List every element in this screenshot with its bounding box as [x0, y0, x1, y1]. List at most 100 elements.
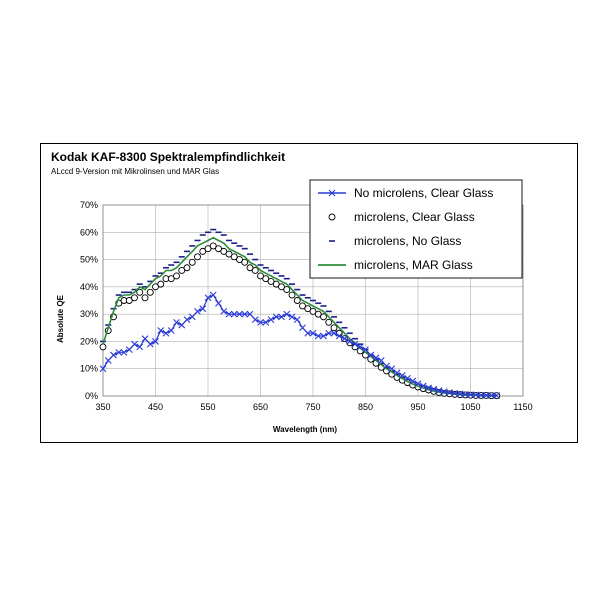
data-point-x-marker: [383, 362, 390, 370]
data-point-x-marker: [236, 310, 243, 318]
data-point-x-marker: [194, 308, 201, 315]
data-point-circle: [220, 247, 228, 255]
data-point-x-marker: [246, 310, 254, 318]
data-point-x-marker: [115, 348, 123, 356]
legend-entry-3: microlens, MAR Glass: [318, 258, 473, 272]
data-point-x-marker: [167, 327, 175, 334]
x-tick-label: 1050: [460, 402, 480, 412]
legend-label: microlens, MAR Glass: [354, 258, 473, 272]
chart-svg: Kodak KAF-8300 Spektralempfindlichkeit A…: [51, 150, 533, 434]
chart-subtitle: ALccd 9-Version mit Mikrolinsen und MAR …: [51, 167, 219, 176]
data-point-circle: [183, 264, 191, 272]
data-point-circle: [309, 307, 317, 315]
data-point-circle: [304, 305, 312, 313]
y-tick-label: 30%: [80, 309, 98, 319]
data-point-x-marker: [341, 335, 348, 343]
data-point-x-marker: [220, 308, 228, 315]
data-point-x-marker: [293, 316, 301, 323]
legend-box: [309, 179, 523, 279]
data-point-circle: [131, 294, 138, 302]
data-point-circle: [225, 250, 233, 258]
x-tick-label: 1150: [513, 402, 532, 412]
data-point-circle: [178, 267, 186, 274]
data-point-circle: [299, 302, 306, 310]
data-point-circle: [230, 253, 238, 261]
x-tick-label: 550: [200, 402, 215, 412]
data-point-circle: [293, 297, 301, 304]
data-point-x-marker: [430, 385, 438, 393]
x-tick-label: 950: [410, 402, 425, 412]
data-point-x-marker: [388, 365, 396, 373]
y-axis-label: Absolute QE: [56, 294, 65, 343]
data-point-circle: [241, 258, 249, 266]
data-point-x-marker: [404, 374, 411, 382]
data-point-x-marker: [267, 316, 275, 323]
data-point-x-marker: [99, 365, 107, 373]
x-axis-label: Wavelength (nm): [273, 425, 337, 434]
data-point-x-marker: [110, 351, 117, 359]
data-point-x-marker: [188, 313, 196, 321]
data-point-x-marker: [362, 346, 369, 354]
x-tick-label: 450: [148, 402, 163, 412]
data-point-circle: [209, 242, 217, 250]
plot-area: 0% 10% 20% 30% 40% 50% 60% 70% 350 450 550 650 750 85…: [80, 200, 533, 412]
data-point-x-marker: [288, 313, 296, 321]
data-point-circle: [246, 264, 254, 272]
data-point-circle: [136, 288, 144, 296]
data-point-circle: [204, 245, 212, 253]
data-point-x-marker: [141, 335, 149, 343]
data-point-circle: [320, 313, 327, 321]
series-0: [99, 291, 501, 399]
data-point-x-marker: [204, 294, 212, 302]
y-tick-label: 10%: [80, 364, 98, 374]
data-point-circle: [99, 343, 107, 351]
data-point-circle: [328, 213, 336, 221]
y-tick-label: 60%: [80, 227, 98, 237]
data-point-x-marker: [120, 348, 128, 356]
data-point-x-marker: [104, 357, 112, 364]
data-point-x-marker: [136, 343, 144, 351]
data-point-x-marker: [325, 329, 333, 337]
data-point-x-marker: [493, 392, 501, 399]
data-point-x-marker: [225, 310, 233, 318]
data-point-circle: [125, 297, 133, 304]
y-tick-label: 20%: [80, 336, 98, 346]
data-point-circle: [288, 291, 296, 299]
data-point-x-marker: [146, 340, 154, 348]
legend-entry-2: microlens, No Glass: [329, 234, 461, 248]
legend-entry-0: No microlens, Clear Glass: [318, 186, 493, 200]
chart-frame: Kodak KAF-8300 Spektralempfindlichkeit A…: [40, 143, 578, 443]
data-point-x-marker: [262, 318, 270, 326]
data-point-x-marker: [157, 327, 165, 334]
data-point-circle: [141, 294, 149, 302]
data-point-circle: [194, 253, 201, 261]
legend-entry-1: microlens, Clear Glass: [328, 210, 475, 224]
data-point-circle: [173, 272, 180, 280]
chart-title: Kodak KAF-8300 Spektralempfindlichkeit: [51, 150, 285, 164]
legend-label: No microlens, Clear Glass: [354, 186, 493, 200]
data-point-x-marker: [414, 380, 422, 388]
data-point-circle: [215, 245, 222, 253]
data-point-circle: [330, 324, 338, 332]
data-point-circle: [267, 277, 275, 285]
data-point-x-marker: [272, 313, 280, 321]
data-point-circle: [314, 310, 322, 318]
data-point-x-marker: [314, 332, 322, 340]
data-point-x-marker: [482, 391, 490, 399]
x-tick-label: 750: [305, 402, 320, 412]
data-point-circle: [283, 286, 291, 294]
legend-label: microlens, No Glass: [354, 234, 461, 248]
data-point-x-marker: [440, 388, 448, 396]
legend-label: microlens, Clear Glass: [354, 210, 475, 224]
data-point-circle: [199, 247, 207, 255]
y-tick-label: 70%: [80, 200, 98, 210]
data-point-x-marker: [199, 305, 207, 313]
data-point-x-marker: [328, 189, 336, 197]
data-point-x-marker: [330, 329, 338, 337]
data-point-x-marker: [152, 338, 159, 345]
data-point-x-marker: [351, 340, 359, 348]
data-point-x-marker: [299, 324, 306, 332]
data-point-circle: [325, 318, 333, 326]
data-point-x-marker: [162, 329, 170, 337]
data-point-x-marker: [477, 391, 485, 399]
